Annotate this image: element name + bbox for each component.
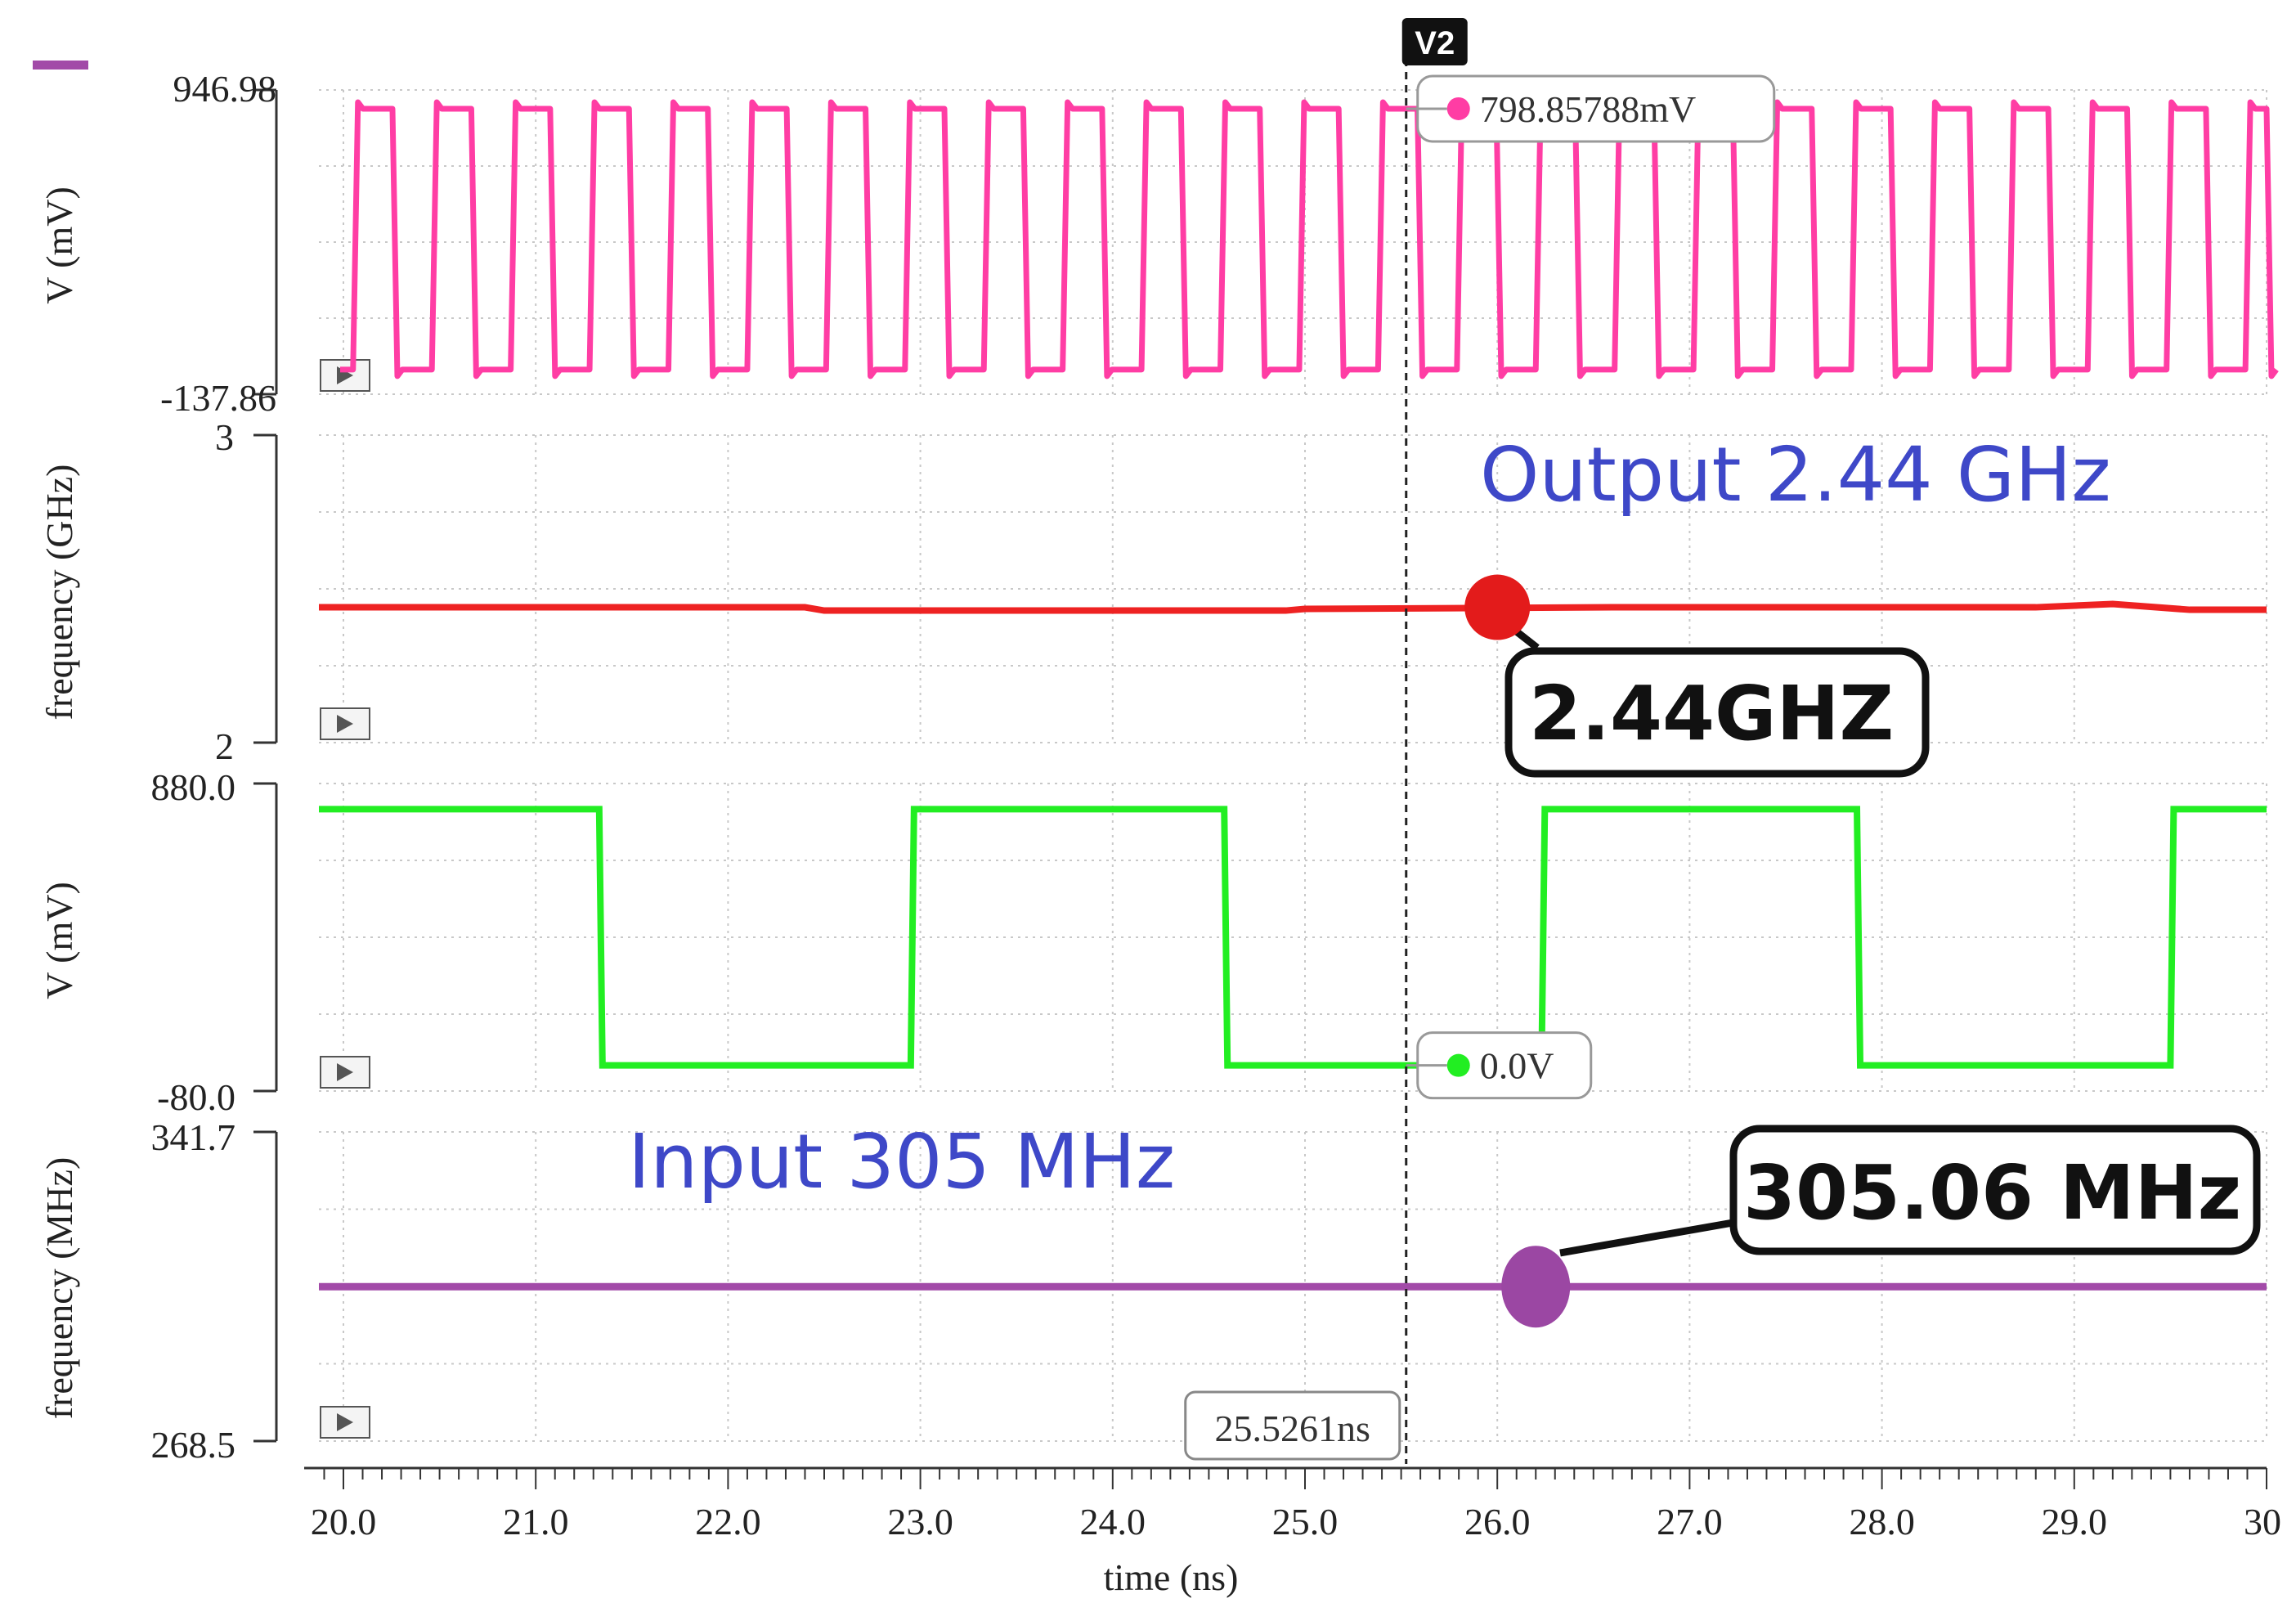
cursor-tag <box>1401 18 1468 65</box>
x-axis-title: time (ns) <box>1104 1556 1239 1598</box>
marker-input-voltage-label: 0.0V <box>1480 1045 1554 1087</box>
ytick-in-f-bottom: 268.5 <box>151 1424 236 1466</box>
x-tick-label: 29.0 <box>2042 1501 2108 1542</box>
ytick-out-v-bottom: -137.86 <box>160 377 276 419</box>
x-tick-label: 20.0 <box>311 1501 377 1542</box>
callout-input-leader <box>1559 1218 1738 1257</box>
x-tick-label: 26.0 <box>1464 1501 1531 1542</box>
x-tick-label: 21.0 <box>503 1501 569 1542</box>
callout-input-box <box>1729 1125 2261 1255</box>
marker-output-voltage-dot <box>1446 97 1470 120</box>
marker-input-voltage-dot <box>1446 1053 1470 1077</box>
traces-layer <box>319 99 2279 1291</box>
play-triangle-icon <box>337 1063 353 1081</box>
callout-input-dot <box>1501 1246 1571 1328</box>
x-tick-label: 27.0 <box>1657 1501 1723 1542</box>
overlay-layer: V2 25.5261ns 798.85788mV 0.0V <box>1184 18 1776 1464</box>
output-frequency-trace <box>319 600 2267 614</box>
play-triangle-icon <box>337 1413 353 1431</box>
x-tick-label: 30 <box>2244 1501 2281 1542</box>
cursor-readout-box <box>1184 1390 1401 1461</box>
callout-output-text: 2.44GHZ <box>1529 670 1894 757</box>
ylabel-out-f: frequency (GHz) <box>38 465 80 721</box>
callout-output-box <box>1505 647 1930 778</box>
annotation-input: Input 305 MHz <box>628 1118 1175 1206</box>
ytick-out-v-top: 946.98 <box>173 68 277 110</box>
ytick-in-v-top: 880.0 <box>151 766 236 808</box>
play-triangle-icon <box>337 715 353 733</box>
callout-input-text: 305.06 MHz <box>1743 1149 2241 1237</box>
axes-layer <box>253 88 2267 1489</box>
x-tick-label: 24.0 <box>1080 1501 1146 1542</box>
ytick-in-v-bottom: -80.0 <box>157 1076 235 1118</box>
legend-swatch <box>33 61 88 70</box>
ylabel-in-v: V (mV) <box>38 882 80 999</box>
x-tick-label: 25.0 <box>1272 1501 1339 1542</box>
callout-output: 2.44GHZ <box>1486 606 1930 778</box>
callout-output-dot <box>1464 574 1531 640</box>
ytick-out-f-top: 3 <box>215 416 234 458</box>
cursor-readout: 25.5261ns <box>1215 1408 1370 1449</box>
x-tick-labels: 20.0 21.0 22.0 23.0 24.0 25.0 26.0 27.0 28.0 29.0… <box>311 1501 2281 1542</box>
ytick-out-f-bottom: 2 <box>215 725 234 767</box>
ylabel-in-f: frequency (MHz) <box>38 1157 80 1420</box>
output-voltage-trace <box>340 99 2279 379</box>
input-voltage-trace <box>319 806 2267 1069</box>
x-tick-label: 23.0 <box>887 1501 953 1542</box>
x-tick-label: 28.0 <box>1849 1501 1915 1542</box>
cursor-label: V2 <box>1415 25 1455 61</box>
annotation-output: Output 2.44 GHz <box>1480 431 2111 519</box>
marker-output-voltage-label: 798.85788mV <box>1480 88 1697 130</box>
callout-input: 305.06 MHz <box>1559 1125 2261 1257</box>
x-tick-label: 22.0 <box>695 1501 761 1542</box>
ylabel-out-v: V (mV) <box>38 186 80 304</box>
ytick-in-f-top: 341.7 <box>151 1116 236 1158</box>
